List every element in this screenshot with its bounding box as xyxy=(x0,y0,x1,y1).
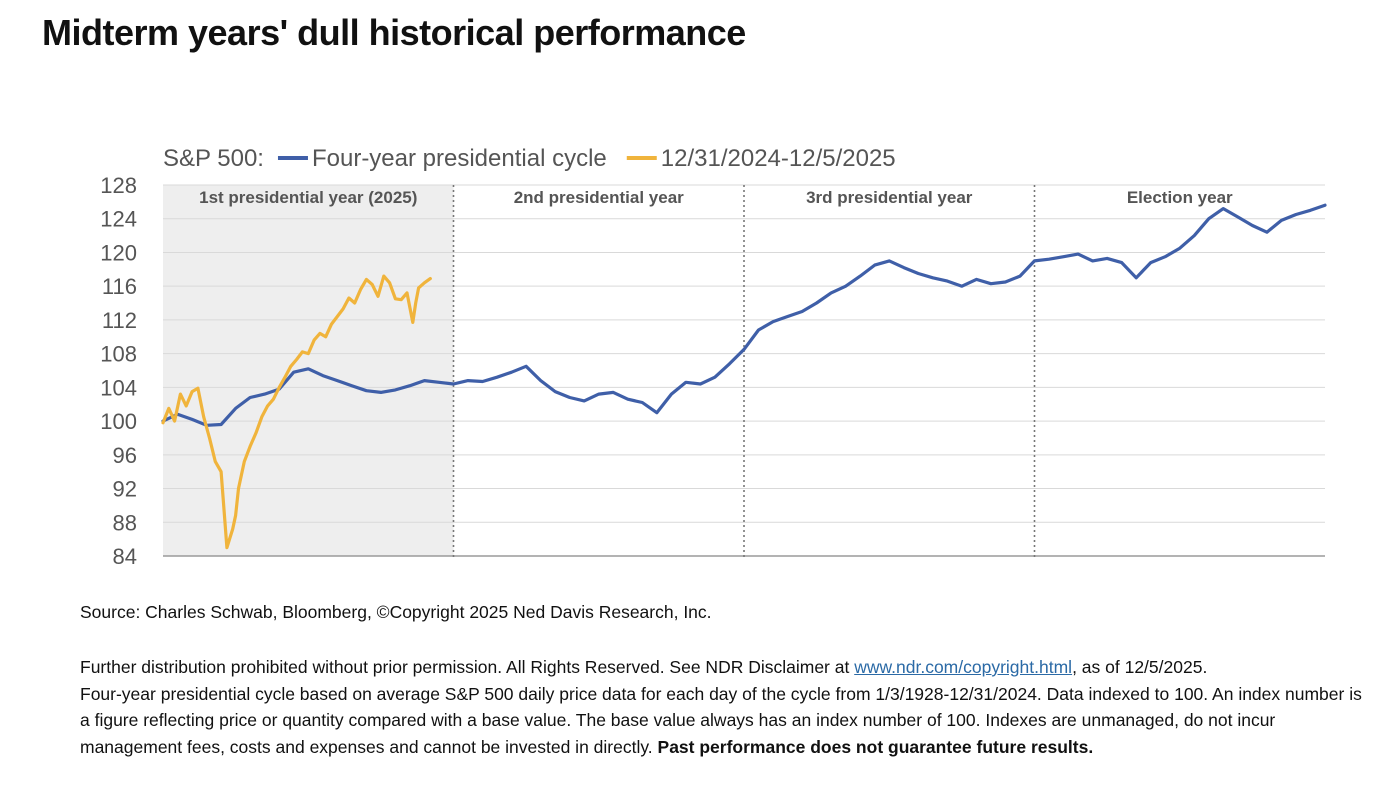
disclaimer-notes: Further distribution prohibited without … xyxy=(80,654,1370,760)
y-tick-label: 92 xyxy=(113,477,137,502)
legend-label-1: Four-year presidential cycle xyxy=(312,145,607,172)
section-label: 3rd presidential year xyxy=(806,188,973,207)
y-tick-label: 120 xyxy=(100,240,137,265)
y-tick-label: 108 xyxy=(100,342,137,367)
line-chart: 84 88 92 96 100 104 108 112 116 120 124 128 1st pre… xyxy=(100,145,1327,569)
y-tick-label: 88 xyxy=(113,510,137,535)
as-of-text: , as of 12/5/2025. xyxy=(1072,657,1208,677)
y-axis-tick-labels: 84 88 92 96 100 104 108 112 116 120 124 128 xyxy=(100,173,137,569)
y-tick-label: 116 xyxy=(102,274,137,299)
chart-legend: S&P 500: Four-year presidential cycle 12/3… xyxy=(163,145,896,172)
past-performance-warning: Past performance does not guarantee futu… xyxy=(657,736,1094,757)
ndr-copyright-link[interactable]: www.ndr.com/copyright.html xyxy=(854,657,1073,677)
y-tick-label: 112 xyxy=(102,308,137,333)
page-title: Midterm years' dull historical performan… xyxy=(42,12,746,53)
series-line-1 xyxy=(161,203,1327,427)
section-labels: 1st presidential year (2025) 2nd presiden… xyxy=(199,188,1233,207)
y-tick-label: 84 xyxy=(113,544,137,569)
section-label: Election year xyxy=(1127,188,1233,207)
y-tick-label: 96 xyxy=(113,443,137,468)
source-note: Source: Charles Schwab, Bloomberg, ©Copy… xyxy=(80,602,712,622)
section-label: 1st presidential year (2025) xyxy=(199,188,417,207)
section-dividers xyxy=(452,185,1036,558)
legend-prefix: S&P 500: xyxy=(163,145,264,172)
methodology-text: Four-year presidential cycle based on av… xyxy=(80,683,1362,757)
y-tick-label: 100 xyxy=(100,409,137,434)
disclaimer-text: Further distribution prohibited without … xyxy=(80,657,855,677)
y-tick-label: 128 xyxy=(100,173,137,198)
y-tick-label: 124 xyxy=(100,207,137,232)
legend-label-2: 12/31/2024-12/5/2025 xyxy=(661,145,896,172)
series-line-2 xyxy=(161,274,432,550)
y-tick-label: 104 xyxy=(100,375,137,400)
gridlines xyxy=(163,184,1325,557)
section-label: 2nd presidential year xyxy=(514,188,684,207)
series-lines xyxy=(161,203,1327,550)
